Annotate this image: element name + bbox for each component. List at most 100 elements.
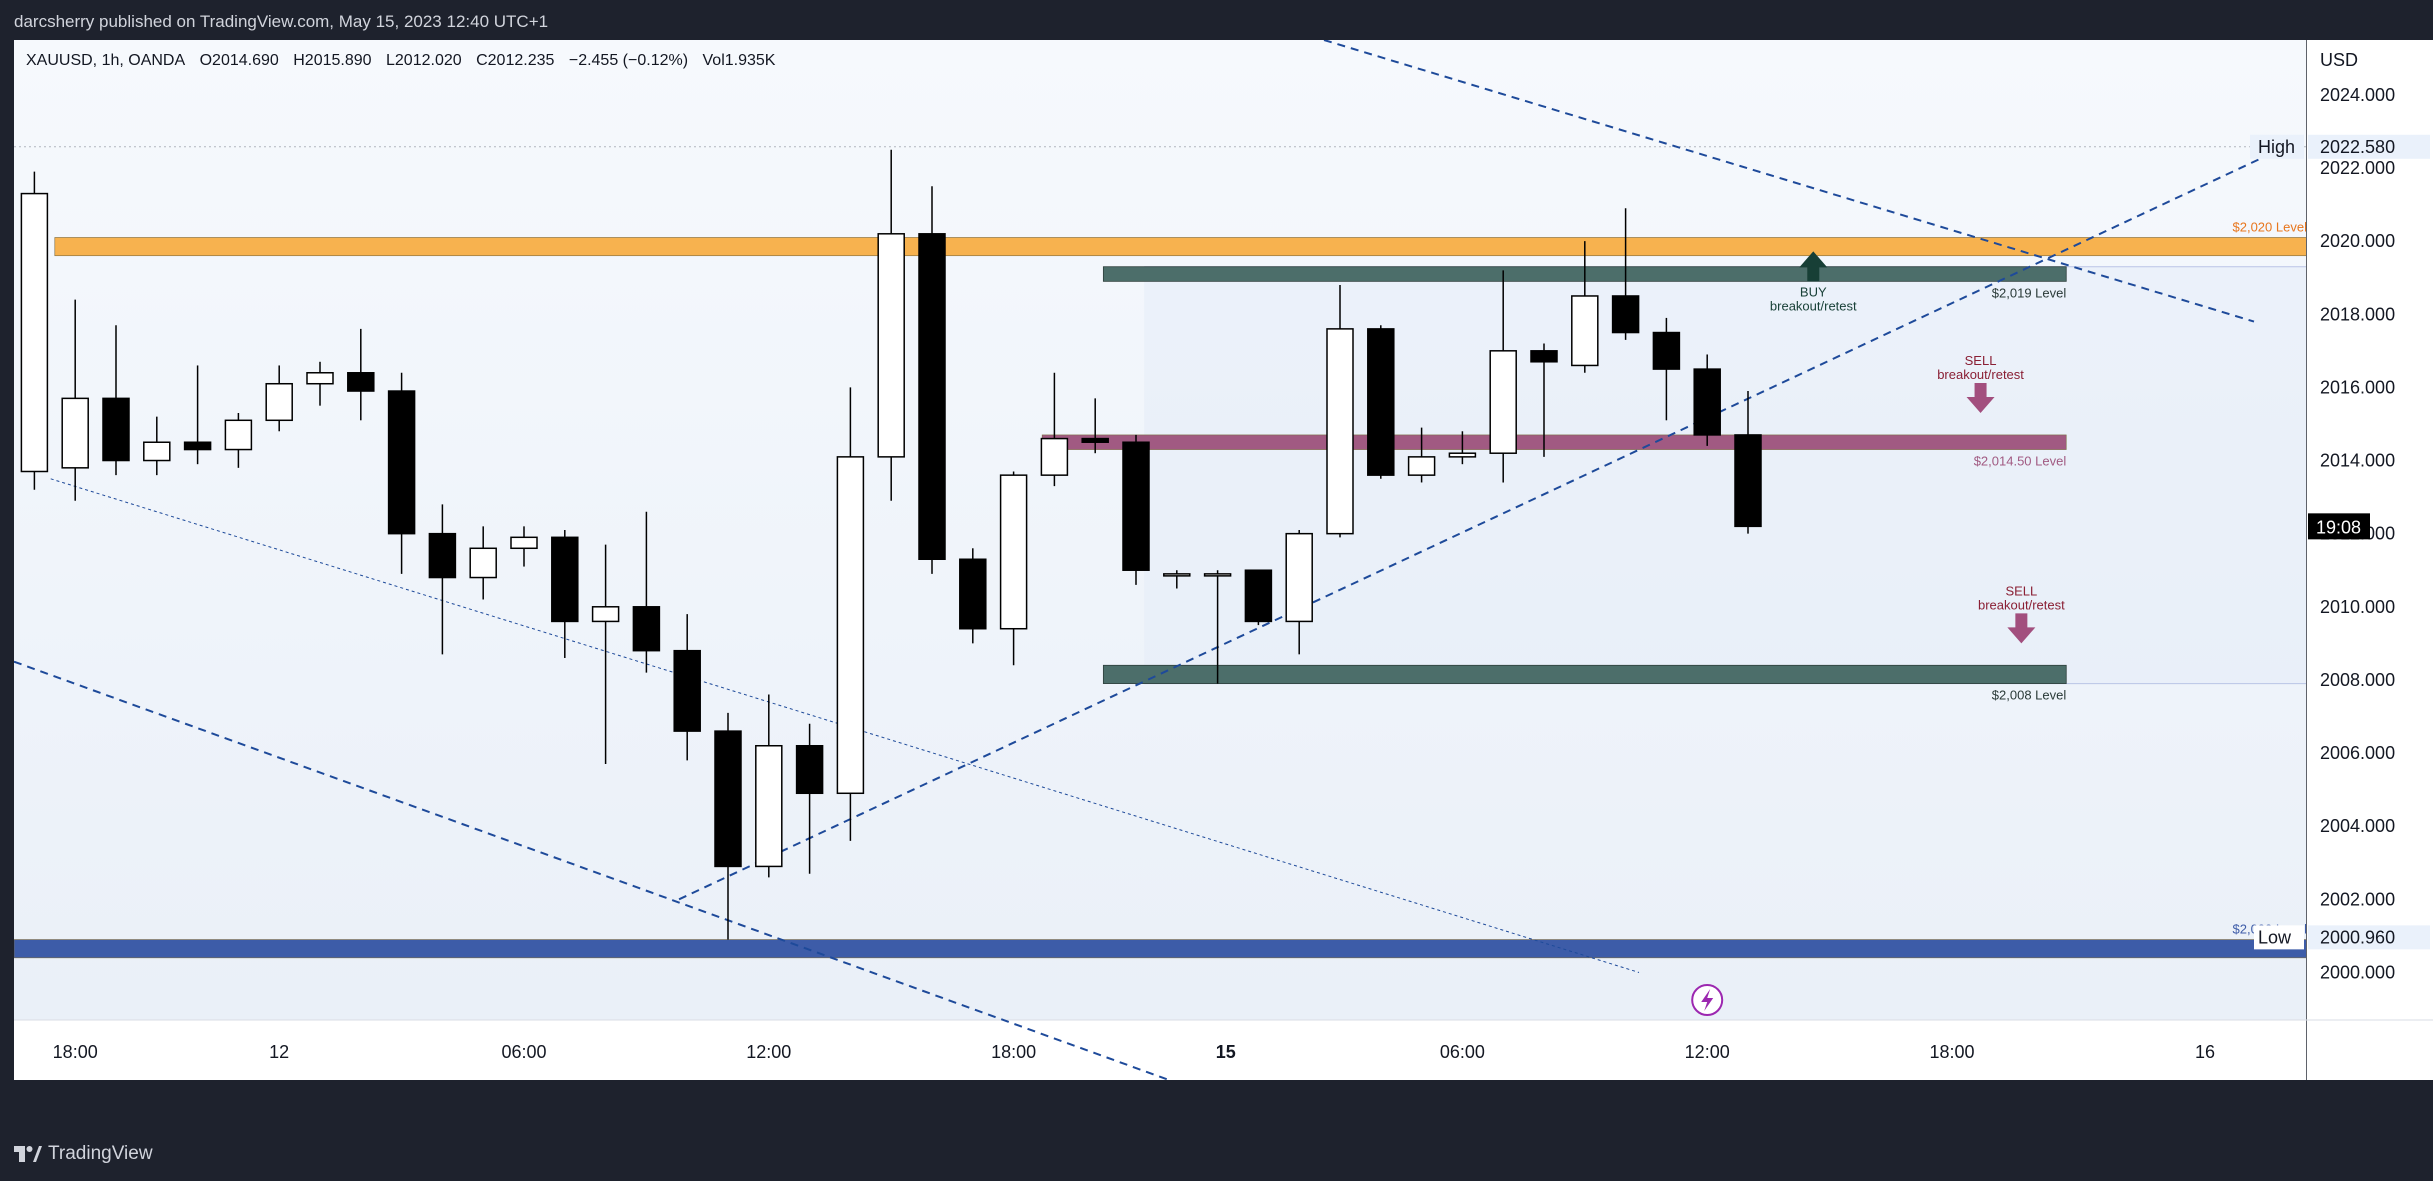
price-axis[interactable]: USD 2000.000 2002.000 2004.000 2006.000 2008.… xyxy=(2306,40,2433,1080)
annotation-text: breakout/retest xyxy=(1937,367,2024,382)
candle-up[interactable] xyxy=(1285,532,1313,623)
annotation-text: SELL xyxy=(2005,583,2037,598)
shaded-range xyxy=(1144,266,2306,684)
candle-up[interactable] xyxy=(224,419,253,451)
candle-up[interactable] xyxy=(469,547,497,579)
candle-up[interactable] xyxy=(1448,452,1477,458)
tradingview-brand: TradingView xyxy=(48,1143,153,1164)
price-tick-label: 2002.000 xyxy=(2320,889,2395,909)
candle-up[interactable] xyxy=(1571,295,1599,367)
candle-up[interactable] xyxy=(591,606,620,623)
countdown-badge xyxy=(2308,513,2370,540)
zone-band[interactable] xyxy=(1102,664,2067,684)
candle-down[interactable] xyxy=(918,233,946,561)
price-tick-label: 2000.000 xyxy=(2320,962,2395,982)
candle-down[interactable] xyxy=(1367,328,1395,476)
trendline-ascending[interactable] xyxy=(678,156,2265,901)
candle-down[interactable] xyxy=(183,441,212,451)
trendline-descending-lower[interactable] xyxy=(14,660,1170,1080)
price-tick-label: 2006.000 xyxy=(2320,743,2395,763)
price-chart[interactable]: $2,020 Level$2,014.50 Level$2,000 Level$… xyxy=(14,40,2306,1080)
level-band[interactable] xyxy=(14,939,2306,959)
candle-up[interactable] xyxy=(1163,573,1191,577)
candle-up[interactable] xyxy=(877,233,905,458)
low-label: Low xyxy=(2254,925,2304,950)
ohlc-high: H2015.890 xyxy=(293,52,372,69)
candle-down[interactable] xyxy=(959,558,987,630)
tradingview-logo[interactable]: TradingView xyxy=(14,1143,153,1165)
candle-down[interactable] xyxy=(1081,437,1109,443)
candle-down[interactable] xyxy=(632,606,661,652)
annotation-text: breakout/retest xyxy=(1978,597,2065,612)
candle-down[interactable] xyxy=(1244,569,1273,623)
candle-up[interactable] xyxy=(755,744,783,868)
candle-up[interactable] xyxy=(1489,350,1517,454)
candle-up[interactable] xyxy=(265,382,293,422)
time-tick-label: 16 xyxy=(2195,1042,2215,1062)
time-tick-label: 06:00 xyxy=(1440,1042,1485,1062)
ohlc-open: O2014.690 xyxy=(199,52,279,69)
time-tick-label: 12:00 xyxy=(1685,1042,1730,1062)
price-tick-label: 2018.000 xyxy=(2320,304,2395,324)
candle-up[interactable] xyxy=(1203,573,1232,577)
price-tick-label: 2010.000 xyxy=(2320,597,2395,617)
candle-down[interactable] xyxy=(387,390,416,535)
candle-down[interactable] xyxy=(1530,350,1558,363)
candle-down[interactable] xyxy=(347,372,375,392)
bottom-bar xyxy=(0,1127,2433,1181)
candle-down[interactable] xyxy=(1122,441,1150,571)
chart-pane[interactable]: $2,020 Level$2,014.50 Level$2,000 Level$… xyxy=(14,40,2306,1080)
time-tick-label: 12:00 xyxy=(746,1042,791,1062)
time-tick-label: 12 xyxy=(269,1042,289,1062)
candle-up[interactable] xyxy=(20,192,49,473)
candle-up[interactable] xyxy=(143,441,171,462)
time-axis-background xyxy=(14,1020,2306,1080)
low-value: 2000.960 xyxy=(2320,927,2395,947)
candle-up[interactable] xyxy=(510,536,538,550)
top-bar: darcsherry published on TradingView.com,… xyxy=(0,0,2433,40)
lightning-icon[interactable] xyxy=(1691,984,1724,1016)
symbol-name[interactable]: XAUUSD, 1h, OANDA xyxy=(26,52,186,69)
candle-down[interactable] xyxy=(102,397,130,462)
candle-down[interactable] xyxy=(714,730,742,868)
price-tick-label: 2014.000 xyxy=(2320,451,2395,471)
candle-up[interactable] xyxy=(306,372,334,385)
time-tick-label: 18:00 xyxy=(53,1042,98,1062)
level-band[interactable] xyxy=(1041,434,2067,450)
tradingview-logo-icon xyxy=(14,1146,42,1162)
candle-down[interactable] xyxy=(551,536,579,623)
candle-up[interactable] xyxy=(836,456,865,795)
high-label: High xyxy=(2250,134,2304,159)
time-tick-label: 15 xyxy=(1216,1042,1236,1062)
candle-down[interactable] xyxy=(795,744,824,795)
price-tick-label: 2020.000 xyxy=(2320,231,2395,251)
candle-down[interactable] xyxy=(1652,331,1681,370)
zone-label: $2,008 Level xyxy=(1992,688,2067,703)
candle-up[interactable] xyxy=(61,397,89,469)
price-tick-label: 2024.000 xyxy=(2320,85,2395,105)
candle-down[interactable] xyxy=(1693,368,1721,436)
trendline-descending-upper[interactable] xyxy=(1323,40,2255,323)
annotation-text: breakout/retest xyxy=(1770,298,1857,313)
svg-text:High: High xyxy=(2258,137,2295,157)
candle-up[interactable] xyxy=(1407,456,1436,476)
candle-down[interactable] xyxy=(428,532,457,579)
trendline-dotted[interactable] xyxy=(50,478,1640,973)
candle-up[interactable] xyxy=(999,474,1028,630)
price-tick-label: 2004.000 xyxy=(2320,816,2395,836)
candle-up[interactable] xyxy=(1040,437,1069,476)
price-change: −2.455 (−0.12%) xyxy=(568,52,689,69)
candle-down[interactable] xyxy=(1734,434,1762,528)
candle-down[interactable] xyxy=(1611,295,1640,334)
symbol-legend[interactable]: XAUUSD, 1h, OANDA O2014.690 H2015.890 L2… xyxy=(26,52,785,70)
publisher-info: darcsherry published on TradingView.com,… xyxy=(14,12,549,31)
candle-down[interactable] xyxy=(673,649,701,732)
time-tick-label: 18:00 xyxy=(1929,1042,1974,1062)
candle-up[interactable] xyxy=(1326,328,1354,535)
level-label: $2,014.50 Level xyxy=(1974,454,2067,469)
high-value: 2022.580 xyxy=(2320,137,2395,157)
level-band[interactable] xyxy=(54,237,2306,257)
